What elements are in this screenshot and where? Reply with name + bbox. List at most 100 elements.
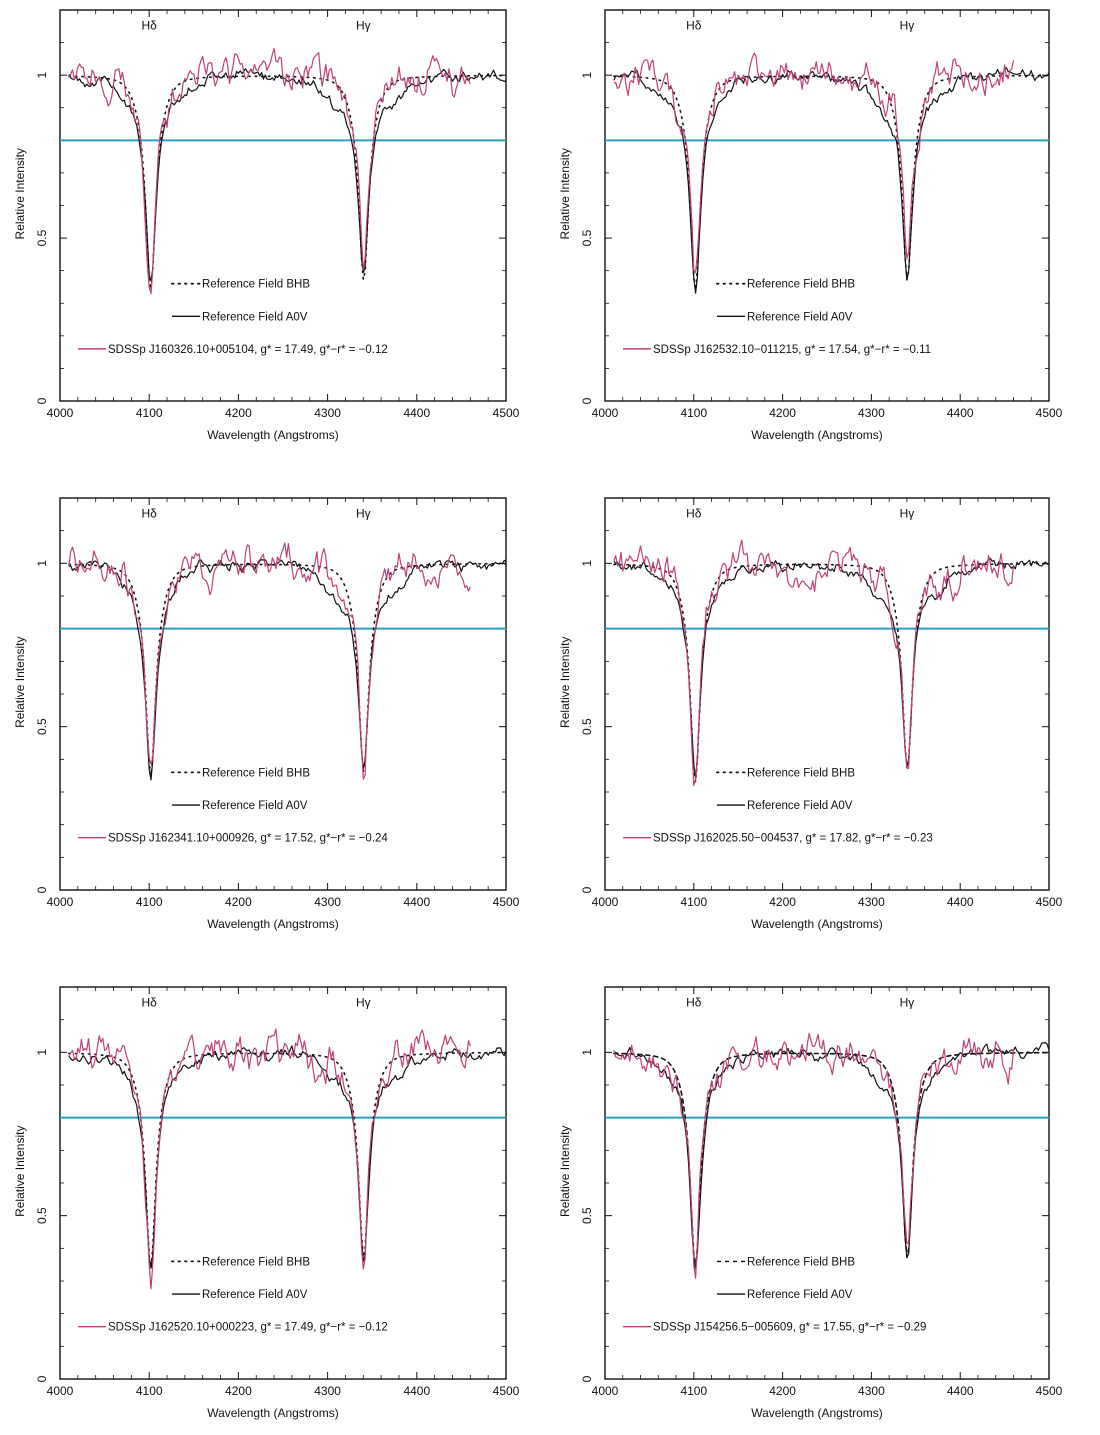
chart-panel-top-right: 4000 4100 4200 4300 4400 450000.51Wavelength … [558, 9, 1063, 442]
legend-label: Reference Field A0V [202, 800, 308, 812]
y-tick-label: 1 [580, 1049, 594, 1056]
x-tick-label: 4100 [680, 406, 707, 420]
x-axis-label: Wavelength (Angstroms) [207, 428, 339, 442]
legend: Reference Field BHB Reference Field A0V SD… [78, 767, 388, 845]
y-tick-label: 0.5 [35, 229, 49, 246]
series-group [68, 47, 506, 295]
series-line-bhb [613, 1051, 1049, 1269]
x-axis-ticks: 4000 4100 4200 4300 4400 4500 [592, 10, 1063, 420]
plot-frame [59, 986, 507, 1380]
x-tick-label: 4500 [1036, 895, 1063, 909]
series-line-sdss [613, 1032, 1015, 1279]
y-tick-label: 0 [580, 886, 594, 893]
y-axis-label: Relative Intensity [13, 637, 27, 728]
plot-frame [604, 986, 1050, 1380]
x-axis-ticks: 4000 4100 4200 4300 4400 4500 [47, 987, 520, 1398]
x-tick-label: 4200 [225, 1384, 252, 1398]
x-tick-label: 4400 [403, 406, 430, 420]
y-tick-label: 0.5 [35, 1207, 49, 1224]
x-tick-label: 4300 [858, 895, 885, 909]
legend: Reference Field BHB Reference Field A0V SD… [78, 279, 388, 356]
series-line-bhb [68, 74, 506, 291]
y-axis-label: Relative Intensity [13, 148, 27, 239]
y-tick-label: 0 [35, 886, 49, 893]
legend-label: Reference Field BHB [747, 767, 855, 779]
x-axis-label: Wavelength (Angstroms) [207, 1406, 339, 1420]
chart-panel-middle-right: 4000 4100 4200 4300 4400 450000.51Wavelength … [558, 497, 1063, 931]
hdelta-line-label: Hδ [686, 507, 702, 521]
series-group [68, 542, 506, 781]
y-axis-label: Relative Intensity [558, 1126, 572, 1217]
legend: Reference Field BHB Reference Field A0V SD… [78, 1256, 388, 1334]
x-axis-ticks: 4000 4100 4200 4300 4400 4500 [592, 498, 1063, 909]
y-tick-label: 0 [580, 1375, 594, 1382]
x-tick-label: 4500 [1036, 1384, 1063, 1398]
plot-frame [59, 497, 507, 891]
x-tick-label: 4100 [680, 895, 707, 909]
x-tick-label: 4000 [592, 895, 619, 909]
x-axis-label: Wavelength (Angstroms) [751, 917, 883, 931]
hgamma-line-label: Hγ [900, 19, 915, 33]
series-line-bhb [68, 1051, 506, 1269]
y-tick-label: 0 [35, 1375, 49, 1382]
x-tick-label: 4100 [136, 895, 163, 909]
x-tick-label: 4000 [47, 895, 74, 909]
y-axis-label: Relative Intensity [558, 637, 572, 728]
legend-label: Reference Field A0V [747, 800, 853, 812]
x-tick-label: 4400 [947, 406, 974, 420]
hgamma-line-label: Hγ [356, 996, 371, 1010]
plot-frame [59, 9, 507, 402]
chart-panel-bottom-right: 4000 4100 4200 4300 4400 450000.51Wavelength … [558, 986, 1063, 1420]
legend-label: SDSSp J154256.5−005609, g* = 17.55, g*−r… [653, 1322, 926, 1334]
y-tick-label: 1 [580, 72, 594, 79]
x-tick-label: 4100 [136, 406, 163, 420]
x-tick-label: 4300 [314, 406, 341, 420]
legend-label: SDSSp J162025.50−004537, g* = 17.82, g*−… [653, 833, 933, 845]
y-tick-label: 0.5 [580, 718, 594, 735]
y-tick-label: 0 [580, 397, 594, 404]
x-tick-label: 4000 [47, 406, 74, 420]
y-tick-label: 0 [35, 397, 49, 404]
legend-label: Reference Field BHB [202, 1256, 310, 1268]
y-tick-label: 1 [35, 560, 49, 567]
chart-panel-middle-left: 4000 4100 4200 4300 4400 4500 0 0.5 1 Wavelength … [13, 497, 520, 931]
x-tick-label: 4300 [314, 1384, 341, 1398]
series-line-sdss [613, 539, 1015, 786]
x-tick-label: 4400 [947, 895, 974, 909]
plot-frame [604, 497, 1050, 891]
hgamma-line-label: Hγ [356, 507, 371, 521]
series-line-bhb [613, 562, 1049, 783]
y-tick-label: 1 [35, 1049, 49, 1056]
legend-label: Reference Field BHB [747, 279, 855, 291]
series-line-aov [613, 1042, 1049, 1270]
x-tick-label: 4000 [47, 1384, 74, 1398]
x-tick-label: 4100 [136, 1384, 163, 1398]
legend-label: SDSSp J160326.10+005104, g* = 17.49, g*−… [108, 344, 388, 356]
series-line-aov [68, 68, 506, 282]
y-axis-ticks: 00.51 [580, 42, 1049, 404]
y-axis-label: Relative Intensity [13, 1126, 27, 1217]
legend-label: Reference Field A0V [202, 1289, 308, 1301]
legend-label: Reference Field A0V [747, 311, 853, 323]
series-line-aov [613, 557, 1049, 780]
y-axis-ticks: 00.51 [580, 1019, 1049, 1382]
x-tick-label: 4000 [592, 406, 619, 420]
hgamma-line-label: Hγ [900, 507, 915, 521]
x-tick-label: 4200 [225, 406, 252, 420]
series-line-sdss [68, 47, 471, 295]
x-tick-label: 4500 [1036, 406, 1063, 420]
y-tick-label: 1 [580, 560, 594, 567]
legend: Reference Field BHB Reference Field A0V SD… [623, 767, 933, 845]
x-tick-label: 4200 [769, 1384, 796, 1398]
y-axis-ticks: 00.51 [580, 530, 1049, 893]
series-group [68, 1028, 506, 1290]
y-tick-label: 0.5 [35, 718, 49, 735]
x-tick-label: 4500 [493, 406, 520, 420]
legend-label: SDSSp J162532.10−011215, g* = 17.54, g*−… [653, 344, 931, 356]
x-axis-ticks: 4000 4100 4200 4300 4400 4500 [47, 498, 520, 909]
hgamma-line-label: Hγ [356, 19, 371, 33]
chart-panel-bottom-left: 4000 4100 4200 4300 4400 450000.51Wavelength … [13, 986, 520, 1420]
series-line-aov [613, 67, 1049, 294]
series-line-aov [68, 559, 506, 781]
